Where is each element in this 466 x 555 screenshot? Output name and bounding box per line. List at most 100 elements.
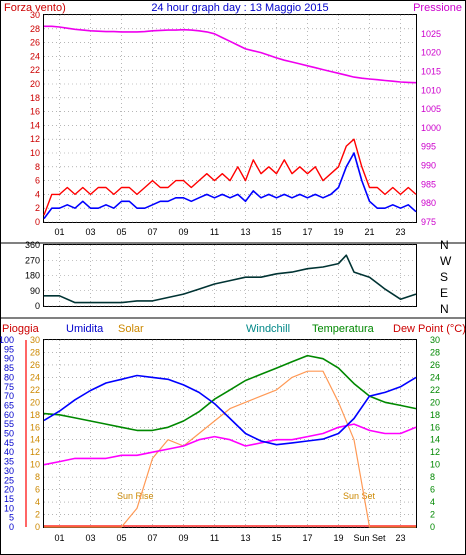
wind-tick-label: 10 [30,148,40,158]
wind-x-tick-label: 05 [116,227,126,237]
solar-tick-label: 4 [35,497,40,507]
wind-x-tick-label: 17 [302,227,312,237]
wind-direction-line [44,254,417,304]
solar-tick-label: 30 [30,335,40,345]
legend-humidity: Umidita [66,323,104,335]
temperature-tick-label: 2 [430,510,435,520]
weather-x-tick-label: 01 [54,533,64,543]
temperature-tick-label: 0 [430,522,435,532]
wind-tick-label: 14 [30,120,40,130]
direction-tick-label: 270 [25,255,40,265]
wind-tick-label: 28 [30,24,40,34]
solar-tick-label: 22 [30,385,40,395]
solar-tick-label: 0 [35,522,40,532]
wind-x-tick-label: 09 [178,227,188,237]
temperature-tick-label: 20 [430,397,440,407]
wind-x-tick-label: 19 [333,227,343,237]
humidity-tick-label: 10 [4,503,14,513]
temperature-tick-label: 22 [430,385,440,395]
temperature-tick-label: 28 [430,347,440,357]
humidity-tick-label: 30 [4,466,14,476]
compass-s: S [440,270,448,284]
pressure-line [44,25,417,84]
humidity-tick-label: 95 [4,344,14,354]
solar-tick-label: 28 [30,347,40,357]
pressure-tick-label: 1000 [421,123,441,133]
pressure-tick-label: 980 [421,198,436,208]
wind-tick-label: 16 [30,107,40,117]
weather-x-tick-label: 11 [210,533,219,543]
pressure-tick-label: 1015 [421,66,441,76]
humidity-tick-label: 25 [4,475,14,485]
temperature-tick-label: 18 [430,410,440,420]
direction-tick-label: 180 [25,271,40,281]
solar-tick-label: 8 [35,472,40,482]
wind-x-tick-label: 07 [147,227,157,237]
humidity-tick-label: 100 [0,335,14,345]
weather-x-tick-label: Sun Set [353,533,386,543]
humidity-tick-label: 80 [4,372,14,382]
humidity-tick-label: 15 [4,494,14,504]
solar-tick-label: 20 [30,397,40,407]
temperature-tick-label: 4 [430,497,435,507]
sunset-label: Sun Set [343,491,376,501]
humidity-tick-label: 0 [9,522,14,532]
compass-n-bottom: N [440,302,449,316]
solar-line [44,370,416,528]
weather-x-tick-label: 03 [85,533,95,543]
solar-tick-label: 24 [30,372,40,382]
weather-x-tick-label: 05 [116,533,126,543]
temperature-tick-label: 10 [430,460,440,470]
humidity-tick-label: 35 [4,457,14,467]
humidity-tick-label: 45 [4,438,14,448]
legend-temperature: Temperatura [312,323,375,335]
humidity-tick-label: 70 [4,391,14,401]
wind-x-tick-label: 13 [240,227,250,237]
weather-x-tick-label: 13 [240,533,250,543]
direction-tick-label: 360 [25,240,40,250]
solar-tick-label: 10 [30,460,40,470]
humidity-tick-label: 55 [4,419,14,429]
solar-tick-label: 16 [30,422,40,432]
solar-tick-label: 26 [30,360,40,370]
weather-x-tick-label: 15 [271,533,281,543]
legend-windchill: Windchill [246,323,290,335]
legend-solar: Solar [118,323,144,335]
sunrise-label: Sun Rise [117,491,154,501]
wind-tick-label: 12 [30,134,40,144]
solar-tick-label: 14 [30,435,40,445]
wind-tick-label: 8 [35,162,40,172]
compass-n-top: N [440,238,449,252]
wind-gust-line [43,138,417,216]
humidity-line [43,374,417,446]
pressure-tick-label: 985 [421,179,436,189]
temperature-tick-label: 24 [430,372,440,382]
pressure-tick-label: 990 [421,161,436,171]
direction-tick-label: 0 [35,301,40,311]
wind-tick-label: 0 [35,217,40,227]
temperature-tick-label: 12 [430,447,440,457]
humidity-tick-label: 65 [4,400,14,410]
temperature-tick-label: 6 [430,485,435,495]
weather-x-tick-label: 19 [333,533,343,543]
pressure-tick-label: 1020 [421,48,441,58]
humidity-tick-label: 50 [4,429,14,439]
humidity-tick-label: 90 [4,354,14,364]
pressure-tick-label: 995 [421,142,436,152]
solar-tick-label: 18 [30,410,40,420]
wind-tick-label: 30 [30,10,40,20]
pressure-tick-label: 1010 [421,85,441,95]
humidity-tick-label: 85 [4,363,14,373]
temperature-tick-label: 14 [430,435,440,445]
weather-x-tick-label: 09 [178,533,188,543]
solar-tick-label: 2 [35,510,40,520]
humidity-tick-label: 40 [4,447,14,457]
pressure-tick-label: 975 [421,217,436,227]
chart-marks: 0246810121416182022242628309759809859909… [0,10,441,543]
temperature-tick-label: 8 [430,472,435,482]
dew-point-line [43,423,417,466]
wind-tick-label: 26 [30,38,40,48]
